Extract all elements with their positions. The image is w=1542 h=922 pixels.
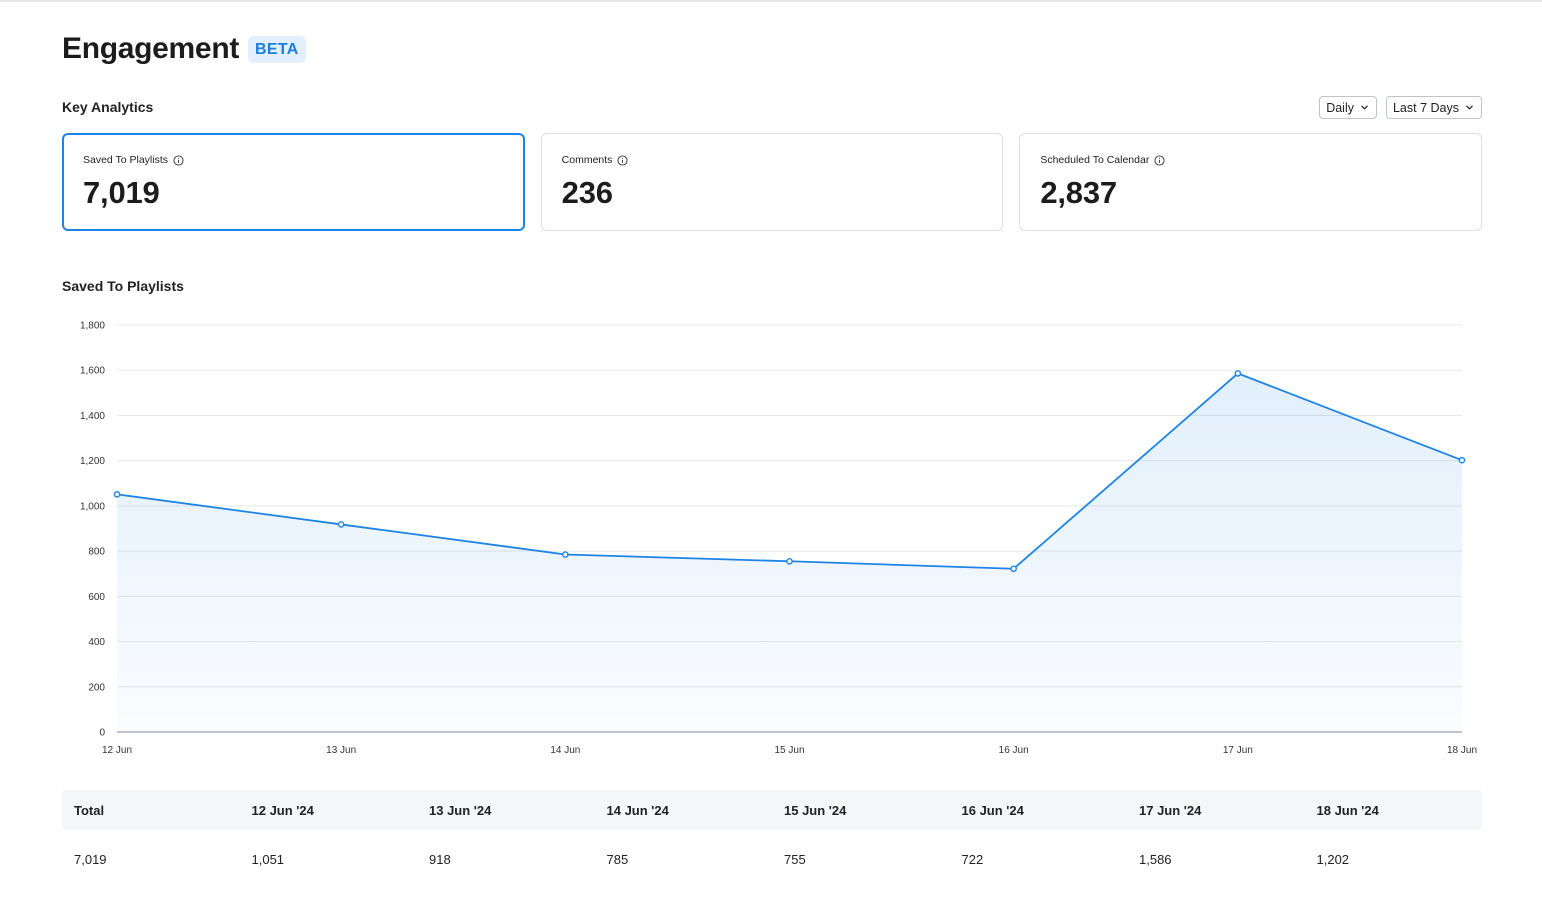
table-header-cell: Total [74,802,105,818]
data-point[interactable] [786,557,793,565]
x-tick-label: 13 Jun [326,745,356,756]
key-analytics-header: Key Analytics Daily Last 7 Days [62,96,1482,120]
metric-card-scheduled-to-calendar[interactable]: Scheduled To Calendar 2,837 [1019,133,1483,231]
table-header-cell: 17 Jun '24 [1139,802,1202,818]
metric-card-saved-to-playlists[interactable]: Saved To Playlists 7,019 [62,133,525,231]
data-point[interactable] [1010,565,1017,573]
y-tick-label: 1,800 [80,321,105,332]
data-point[interactable] [562,551,569,558]
table-cell: 1,586 [1139,851,1172,867]
chevron-down-icon [1361,105,1368,110]
metric-card-label-text: Comments [561,154,613,166]
table-header-cell: 12 Jun '24 [251,802,314,818]
data-table: Total 12 Jun '24 13 Jun '24 14 Jun '24 15 Ju… [62,790,1482,886]
chevron-down-icon [1466,105,1473,110]
table-header-cell: 13 Jun '24 [429,802,492,818]
y-tick-label: 200 [88,682,105,693]
top-divider [0,0,1542,2]
x-tick-label: 14 Jun [550,745,580,756]
metric-card-value: 236 [561,175,613,210]
table-row: 7,019 1,051 918 785 755 722 1,586 1,202 [62,830,1482,886]
x-tick-label: 16 Jun [999,745,1029,756]
x-tick-label: 15 Jun [774,745,804,756]
metric-card-value: 2,837 [1040,175,1117,210]
analytics-controls: Daily Last 7 Days [1319,96,1482,119]
table-cell: 918 [429,851,451,867]
interval-dropdown[interactable]: Daily [1319,96,1377,119]
table-header-cell: 18 Jun '24 [1316,802,1379,818]
metric-card-comments[interactable]: Comments 236 [540,133,1004,231]
data-point[interactable] [337,521,345,528]
table-header-cell: 15 Jun '24 [784,802,847,818]
y-tick-label: 400 [88,637,105,648]
info-circle-icon[interactable] [173,154,184,166]
metric-cards: Saved To Playlists 7,019 Comments 236 Sc… [62,133,1483,231]
range-dropdown-label: Last 7 Days [1392,100,1459,115]
info-circle-icon[interactable] [617,154,628,166]
x-tick-label: 17 Jun [1223,745,1253,756]
x-tick-label: 18 Jun [1447,745,1477,756]
table-cell: 722 [961,851,984,867]
table-header-cell: 16 Jun '24 [961,802,1024,818]
metric-card-label-text: Saved To Playlists [83,154,169,166]
y-tick-label: 1,000 [80,501,105,512]
table-cell: 1,051 [251,851,285,867]
y-tick-label: 1,200 [80,456,105,467]
saved-to-playlists-chart: 0 200 400 600 800 1,000 1,200 1,400 1,600 1,800 12… [0,310,1542,770]
page-title: Engagement [62,32,240,65]
metric-card-label-text: Scheduled To Calendar [1040,154,1150,166]
table-header-cell: 14 Jun '24 [606,802,669,818]
info-circle-icon[interactable] [1154,154,1165,166]
table-cell: 7,019 [74,851,107,867]
table-cell: 785 [606,851,629,867]
y-tick-label: 0 [99,728,105,739]
y-tick-label: 800 [88,547,105,558]
data-point[interactable] [1458,456,1466,464]
interval-dropdown-label: Daily [1326,100,1354,115]
table-cell: 1,202 [1316,851,1350,867]
data-point[interactable] [113,491,121,498]
series-area [117,373,1462,732]
y-tick-label: 1,600 [80,366,105,377]
page-header: Engagement BETA [62,32,306,66]
data-point[interactable] [1234,370,1242,377]
y-tick-label: 1,400 [80,411,105,422]
y-tick-label: 600 [88,592,105,603]
table-cell: 755 [784,851,806,867]
beta-badge: BETA [248,35,306,63]
table-header-row: Total 12 Jun '24 13 Jun '24 14 Jun '24 15 Ju… [62,790,1482,830]
metric-card-value: 7,019 [83,175,160,210]
key-analytics-title: Key Analytics [62,99,154,115]
range-dropdown[interactable]: Last 7 Days [1385,96,1482,119]
metric-card-label: Saved To Playlists [83,154,504,166]
chart-title: Saved To Playlists [62,278,184,294]
metric-card-label: Scheduled To Calendar [1040,154,1461,166]
x-tick-label: 12 Jun [102,745,132,756]
line-chart-svg: 0 200 400 600 800 1,000 1,200 1,400 1,600 1,800 12… [80,321,1477,757]
metric-card-label: Comments [562,154,983,166]
